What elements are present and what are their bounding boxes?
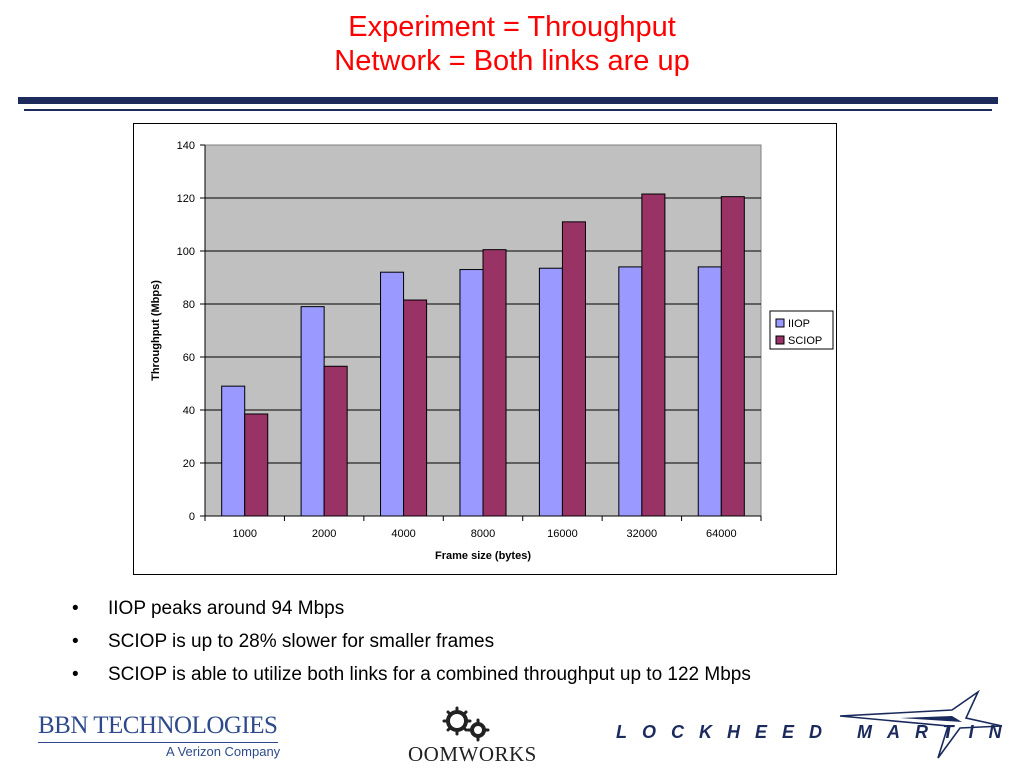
x-tick-label: 64000 [706,528,737,540]
title-rule-thin [24,109,992,111]
chart-frame: 0 20 40 60 80 100 120 140 1000 2000 4000 8000 16000 3… [133,123,837,575]
chart-legend: IIOP SCIOP [769,310,834,350]
x-tick-label: 2000 [312,528,336,540]
bullet-item: • IIOP peaks around 94 Mbps [68,596,968,629]
y-tick-label: 60 [183,352,195,364]
lockheed-martin-logo-name: LOCKHEED MARTIN [616,722,1017,742]
bbn-logo-name: BBN TECHNOLOGIES [38,712,278,739]
bar-sciop [720,196,745,517]
x-tick-label: 1000 [232,528,256,540]
bar-iiop [697,266,722,517]
oomworks-logo: OOMWORKS [400,706,550,768]
lockheed-martin-logo: LOCKHEED MARTIN [610,690,1010,765]
y-tick-label: 120 [177,193,195,205]
bullet-text: SCIOP is able to utilize both links for … [108,664,751,685]
bbn-logo: BBN TECHNOLOGIES A Verizon Company [38,712,288,762]
legend-label-sciop: SCIOP [788,335,822,347]
x-tick-label: 32000 [627,528,658,540]
bullet-marker: • [72,631,79,652]
slide-title-line-2: Network = Both links are up [334,45,690,77]
bar-iiop [300,306,325,517]
bullet-item: • SCIOP is up to 28% slower for smaller … [68,629,968,662]
bbn-logo-divider [38,742,278,743]
bbn-logo-tagline: A Verizon Company [166,744,281,759]
x-tick-label: 4000 [391,528,415,540]
title-rule-thick [18,97,998,104]
legend-label-iiop: IIOP [788,318,810,330]
legend-swatch-sciop [775,335,785,345]
y-tick-label: 140 [177,140,195,152]
bar-iiop [538,267,563,517]
bar-sciop [561,221,586,517]
bullet-marker: • [72,598,79,619]
throughput-chart: 0 20 40 60 80 100 120 140 1000 2000 4000 8000 16000 3… [150,140,834,562]
bullet-list: • IIOP peaks around 94 Mbps • SCIOP is u… [68,596,968,695]
bar-iiop [221,385,246,517]
slide-title-line-1: Experiment = Throughput [348,11,676,43]
bar-sciop [403,299,428,517]
bar-sciop [244,413,269,517]
bar-iiop [380,271,405,517]
legend-swatch-iiop [775,318,785,328]
oomworks-logo-name: OOMWORKS [408,742,537,766]
y-tick-label: 100 [177,246,195,258]
x-tick-label: 16000 [547,528,578,540]
bullet-marker: • [72,664,79,685]
bullet-text: IIOP peaks around 94 Mbps [108,598,345,619]
bars [221,193,745,517]
bar-sciop [641,193,666,517]
bullet-text: SCIOP is up to 28% slower for smaller fr… [108,631,495,652]
bar-iiop [459,269,484,517]
star-icon [840,690,1003,759]
gears-icon [442,706,490,742]
bar-iiop [618,266,643,517]
y-tick-label: 80 [183,299,195,311]
bullet-item: • SCIOP is able to utilize both links fo… [68,662,968,695]
y-tick-label: 20 [183,458,195,470]
axes: 0 20 40 60 80 100 120 140 1000 2000 4000 8000 16000 3… [177,140,762,540]
y-tick-label: 40 [183,405,195,417]
x-axis-title: Frame size (bytes) [435,550,531,562]
slide-title: Experiment = Throughput Network = Both l… [0,10,1024,78]
bar-sciop [323,365,348,517]
x-tick-label: 8000 [471,528,495,540]
bar-sciop [482,249,507,517]
y-axis-title: Throughput (Mbps) [150,280,162,381]
y-tick-label: 0 [189,511,195,523]
